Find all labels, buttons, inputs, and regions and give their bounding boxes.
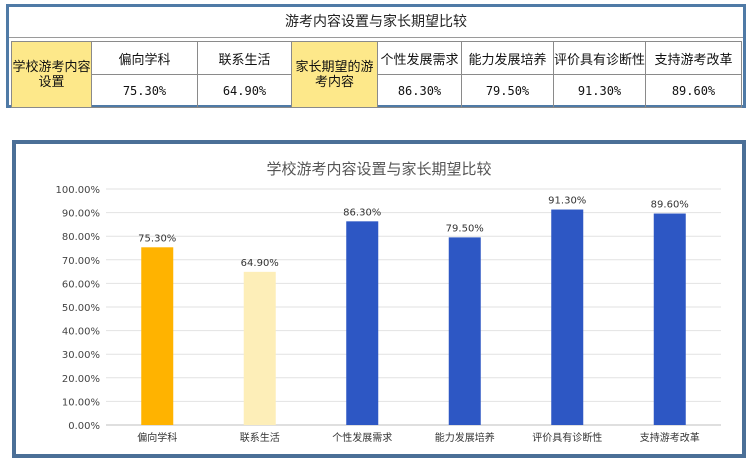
chart-title: 学校游考内容设置与家长期望比较 — [266, 160, 491, 178]
table-cell-value: 91.30% — [553, 74, 646, 108]
x-tick-label: 个性发展需求 — [332, 431, 392, 444]
chart-bars — [141, 209, 686, 425]
y-tick-label: 10.00% — [62, 397, 100, 408]
chart-x-axis: 偏向学科 联系生活 个性发展需求 能力发展培养 评价具有诊断性 支持游考改革 — [137, 431, 700, 444]
bar — [243, 271, 276, 425]
y-tick-label: 30.00% — [62, 350, 100, 361]
table-row-labels: 学校游考内容设置 偏向学科 联系生活 家长期望的游考内容 个性发展需求 能力发展… — [11, 41, 742, 108]
table-title: 游考内容设置与家长期望比较 — [9, 7, 743, 38]
table-cell-value: 75.30% — [91, 74, 198, 108]
bar — [653, 213, 686, 425]
bar — [346, 221, 379, 425]
y-tick-label: 60.00% — [62, 279, 100, 290]
data-label: 75.30% — [138, 233, 176, 244]
table-cell-value: 64.90% — [197, 74, 292, 108]
y-tick-label: 20.00% — [62, 374, 100, 385]
x-tick-label: 支持游考改革 — [640, 431, 700, 444]
table-cell-value: 86.30% — [377, 74, 462, 108]
y-tick-label: 90.00% — [62, 209, 100, 220]
chart-data-labels: 75.30% 64.90% 86.30% 79.50% 91.30% 89.60% — [138, 196, 689, 269]
y-tick-label: 50.00% — [62, 303, 100, 314]
data-label: 79.50% — [446, 223, 484, 234]
y-tick-label: 40.00% — [62, 327, 100, 338]
chart-gridlines — [106, 188, 721, 426]
bar — [448, 237, 481, 425]
school-content-header: 学校游考内容设置 — [11, 41, 92, 108]
table-cell-label: 评价具有诊断性 — [553, 41, 646, 75]
x-tick-label: 偏向学科 — [137, 431, 177, 444]
y-tick-label: 100.00% — [56, 185, 101, 196]
chart-y-axis: 0.00% 10.00% 20.00% 30.00% 40.00% 50.00% 60.00… — [56, 185, 101, 432]
table-cell-label: 支持游考改革 — [645, 41, 742, 75]
y-tick-label: 80.00% — [62, 232, 100, 243]
y-tick-label: 0.00% — [68, 421, 100, 432]
data-label: 64.90% — [241, 258, 279, 269]
bar-chart-panel: 学校游考内容设置与家长期望比较 0.00% 10.00% 20.00% 30.00% 4… — [12, 140, 746, 458]
x-tick-label: 能力发展培养 — [435, 431, 495, 444]
x-tick-label: 评价具有诊断性 — [532, 431, 602, 444]
bar — [551, 209, 584, 425]
x-tick-label: 联系生活 — [240, 431, 280, 444]
parent-expectation-header: 家长期望的游考内容 — [291, 41, 378, 108]
table-row-values: 75.30% 64.90% 86.30% 79.50% 91.30% 89.60… — [12, 74, 742, 108]
data-label: 86.30% — [343, 207, 381, 218]
table-cell-label: 偏向学科 — [91, 41, 198, 75]
bar — [141, 247, 174, 425]
table-cell-label: 个性发展需求 — [377, 41, 462, 75]
table-cell-value: 89.60% — [645, 74, 742, 108]
y-tick-label: 70.00% — [62, 256, 100, 267]
table-cell-label: 联系生活 — [197, 41, 292, 75]
comparison-table: 学校游考内容设置 偏向学科 联系生活 家长期望的游考内容 个性发展需求 能力发展… — [11, 41, 742, 108]
bar-chart: 学校游考内容设置与家长期望比较 0.00% 10.00% 20.00% 30.00% 4… — [56, 160, 721, 444]
data-label: 89.60% — [651, 200, 689, 211]
table-cell-value: 79.50% — [461, 74, 554, 108]
comparison-table-panel: 游考内容设置与家长期望比较 学校游考内容设置 偏向学科 联系生活 家长期望的游考… — [6, 4, 746, 108]
table-cell-label: 能力发展培养 — [461, 41, 554, 75]
data-label: 91.30% — [548, 196, 586, 207]
